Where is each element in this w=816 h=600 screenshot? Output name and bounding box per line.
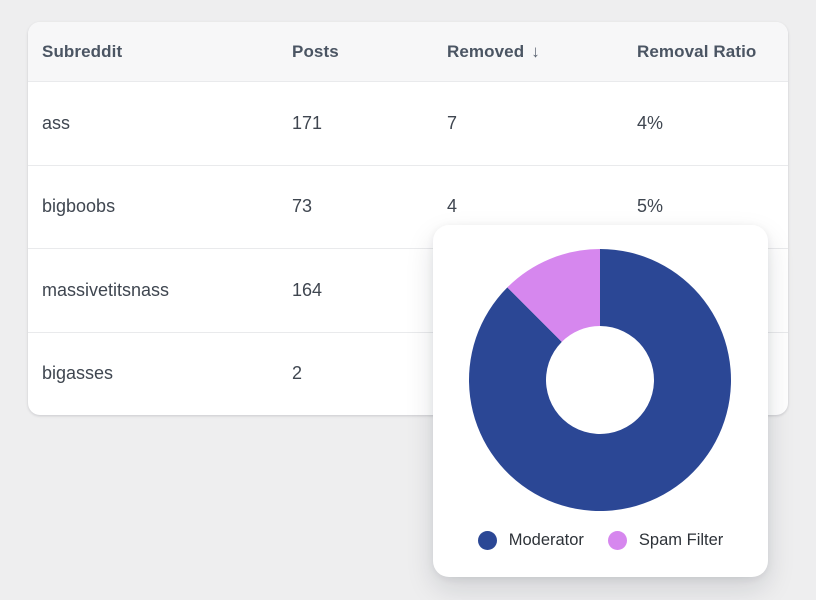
column-header-removed[interactable]: Removed ↓ <box>447 42 637 62</box>
legend-label-moderator: Moderator <box>508 531 584 549</box>
cell-removal-ratio: 4% <box>637 112 664 133</box>
legend-item-spam-filter[interactable]: Spam Filter <box>607 531 724 550</box>
cell-removed: 7 <box>447 112 458 133</box>
cell-posts: 2 <box>292 363 303 384</box>
cell-posts: 171 <box>292 112 323 133</box>
legend-label-spam-filter: Spam Filter <box>638 531 724 549</box>
removal-breakdown-popover: Moderator Spam Filter <box>433 225 768 577</box>
legend-item-moderator[interactable]: Moderator <box>477 531 584 550</box>
cell-posts: 164 <box>292 279 323 300</box>
cell-subreddit: bigasses <box>42 363 114 384</box>
table-header-row: Subreddit Posts Removed ↓ Removal Ratio <box>28 22 788 81</box>
column-header-removed-label: Removed <box>447 41 525 61</box>
cell-posts: 73 <box>292 196 313 217</box>
table-row[interactable]: ass 171 7 4% <box>28 81 788 165</box>
cell-subreddit: bigboobs <box>42 196 116 217</box>
column-header-posts[interactable]: Posts <box>292 41 339 61</box>
moderator-swatch-icon <box>477 531 497 550</box>
spam-filter-swatch-icon <box>607 531 627 550</box>
donut-slice-moderator[interactable] <box>469 249 732 511</box>
chart-legend: Moderator Spam Filter <box>433 531 768 550</box>
table-row[interactable]: massivetitsnass 164 <box>28 248 788 332</box>
cell-removed: 4 <box>447 196 458 217</box>
column-header-removal-ratio[interactable]: Removal Ratio <box>637 41 757 61</box>
cell-subreddit: ass <box>42 112 71 133</box>
table-row[interactable]: bigboobs 73 4 5% <box>28 164 788 249</box>
subreddit-table-card: Subreddit Posts Removed ↓ Removal Ratio a… <box>28 22 788 415</box>
donut-slice-spam-filter[interactable] <box>507 249 600 342</box>
donut-chart[interactable] <box>433 225 768 520</box>
sort-desc-icon: ↓ <box>531 41 540 61</box>
cell-removal-ratio: 5% <box>637 196 664 217</box>
cell-subreddit: massivetitsnass <box>42 279 170 300</box>
table-row[interactable]: bigasses 2 <box>28 331 788 416</box>
column-header-subreddit[interactable]: Subreddit <box>42 41 123 61</box>
